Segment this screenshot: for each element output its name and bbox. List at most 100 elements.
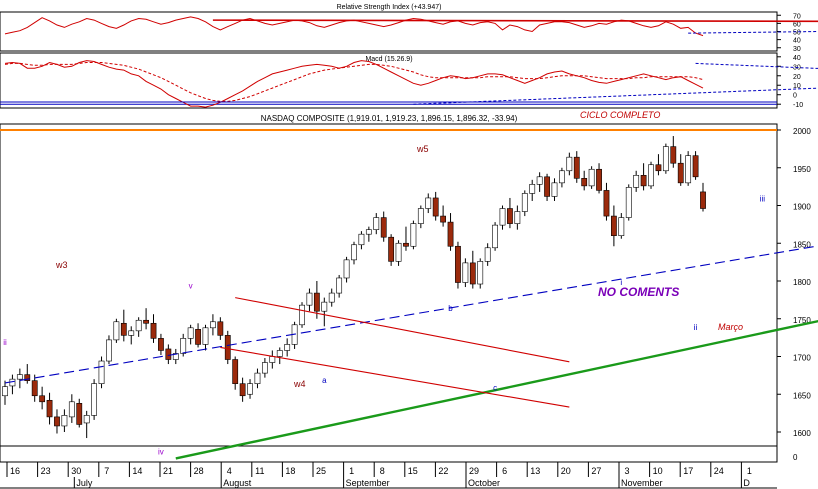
day-label: 1 [349, 466, 354, 476]
candle [54, 416, 60, 427]
candle [447, 221, 454, 247]
candle [150, 322, 157, 339]
price-tick-label: 1700 [793, 354, 811, 363]
candle [492, 224, 498, 249]
price-title: NASDAQ COMPOSITE (1,919.01, 1,919.23, 1,… [261, 114, 518, 123]
candle [31, 380, 38, 397]
candle [98, 360, 105, 384]
candle [269, 356, 276, 363]
candle [373, 217, 380, 230]
candle [299, 304, 305, 326]
candle [343, 259, 350, 279]
price-tick-label: 1900 [793, 203, 811, 212]
candle [210, 321, 216, 329]
macd-tick-label: 20 [793, 74, 801, 81]
candle [573, 156, 580, 179]
candle [24, 374, 31, 381]
wave-mark: ii [3, 338, 7, 347]
candle [143, 319, 149, 324]
candle [395, 242, 402, 262]
candle [618, 217, 625, 237]
candle [670, 146, 677, 164]
day-label: 27 [591, 466, 601, 476]
price-tick-label: 1800 [793, 278, 811, 287]
candle [39, 395, 46, 403]
day-label: 1 [747, 466, 752, 476]
candle [566, 156, 573, 172]
candle [113, 321, 120, 341]
month-label: September [346, 478, 390, 488]
candle [403, 242, 409, 247]
macd-line [4, 60, 704, 108]
price-panel: NASDAQ COMPOSITE (1,919.01, 1,919.23, 1,… [0, 101, 818, 463]
day-label: 4 [227, 466, 232, 476]
candle [195, 329, 201, 345]
candle [507, 208, 513, 224]
day-label: 14 [132, 466, 142, 476]
candle [417, 208, 424, 224]
candle [625, 187, 632, 218]
price-tick-label: 1850 [793, 240, 811, 249]
price-zero-label: 0 [793, 453, 798, 462]
macd-tick-label: 0 [793, 93, 797, 100]
month-label: October [468, 478, 500, 488]
candle [68, 401, 75, 418]
trendline-upper-channel [4, 245, 818, 384]
candle [514, 211, 521, 224]
candle [83, 415, 90, 424]
day-label: 23 [41, 466, 51, 476]
price-tick-label: 1650 [793, 391, 811, 400]
day-label: 22 [438, 466, 448, 476]
month-label: August [223, 478, 252, 488]
candle [336, 277, 343, 294]
candle [328, 292, 335, 303]
candle [477, 261, 484, 285]
candle [120, 322, 127, 336]
candle [462, 262, 469, 283]
candle [306, 292, 313, 306]
candle [91, 383, 98, 416]
day-label: 3 [624, 466, 629, 476]
candle [425, 197, 432, 209]
ciclo-completo-label: CICLO COMPLETO [580, 110, 660, 120]
day-label: 25 [316, 466, 326, 476]
month-label: D [743, 478, 750, 488]
candle [633, 175, 640, 188]
day-label: 7 [104, 466, 109, 476]
trendline-correction-lower [220, 346, 570, 408]
candle [640, 175, 647, 187]
macd-tick-label: -10 [793, 102, 803, 109]
candle [410, 223, 417, 247]
price-tick-label: 1600 [793, 429, 811, 438]
candle [217, 321, 224, 336]
w5-label: w5 [416, 144, 429, 154]
day-label: 8 [380, 466, 385, 476]
candle [106, 339, 112, 362]
wave-mark: b [448, 304, 453, 313]
day-label: 13 [530, 466, 540, 476]
month-label: November [621, 478, 663, 488]
candle [677, 162, 684, 184]
candle [469, 262, 476, 285]
day-label: 30 [71, 466, 81, 476]
candle [128, 330, 135, 336]
candle [239, 383, 246, 397]
wave-mark: iv [158, 448, 164, 457]
candle [610, 215, 617, 237]
candle [187, 327, 194, 339]
candle [321, 301, 328, 312]
candle [380, 217, 387, 238]
macd-frame [0, 52, 778, 109]
w4-label: w4 [293, 379, 306, 389]
candle [596, 168, 602, 191]
candle [284, 344, 291, 351]
wave-mark: iii [760, 195, 766, 204]
rsi-tick-label: 70 [793, 13, 801, 20]
candle [46, 399, 53, 418]
wave-mark: c [493, 383, 497, 392]
candle [261, 362, 268, 374]
candle [655, 164, 662, 172]
w3-label: w3 [55, 260, 68, 270]
candle [165, 348, 172, 360]
candle [588, 168, 595, 187]
